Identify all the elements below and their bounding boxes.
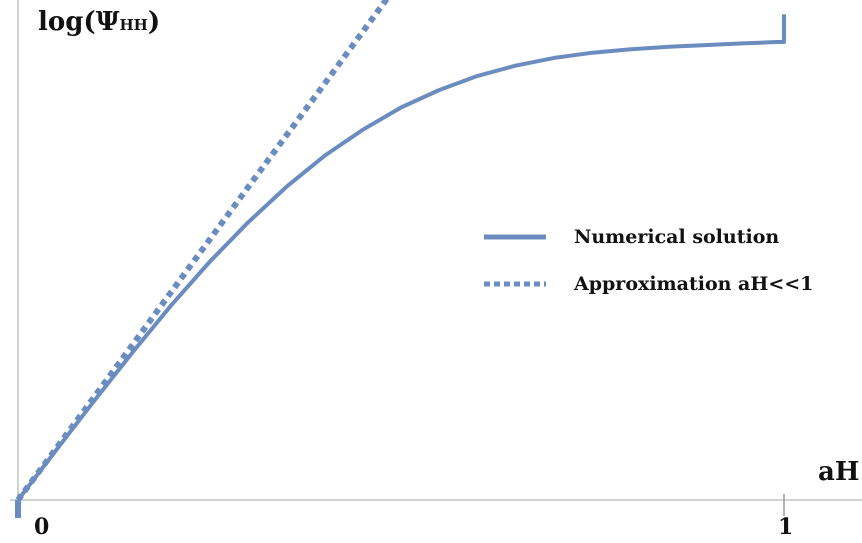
y-axis-label: log(ΨHH) bbox=[38, 7, 160, 37]
x-tick-label: 1 bbox=[778, 514, 793, 540]
series-approximation-line bbox=[15, 0, 390, 502]
legend: Numerical solution Approximation aH<<1 bbox=[484, 226, 813, 295]
x-tick-label: 0 bbox=[34, 514, 49, 540]
legend-label-numerical-solution: Numerical solution bbox=[574, 226, 779, 248]
axes bbox=[10, 0, 862, 501]
x-axis-label: aH bbox=[818, 457, 859, 487]
series-layer bbox=[15, 0, 786, 518]
series-numerical-solution-line bbox=[16, 14, 786, 502]
legend-label-approximation: Approximation aH<<1 bbox=[573, 273, 813, 295]
origin-marker bbox=[15, 500, 21, 518]
